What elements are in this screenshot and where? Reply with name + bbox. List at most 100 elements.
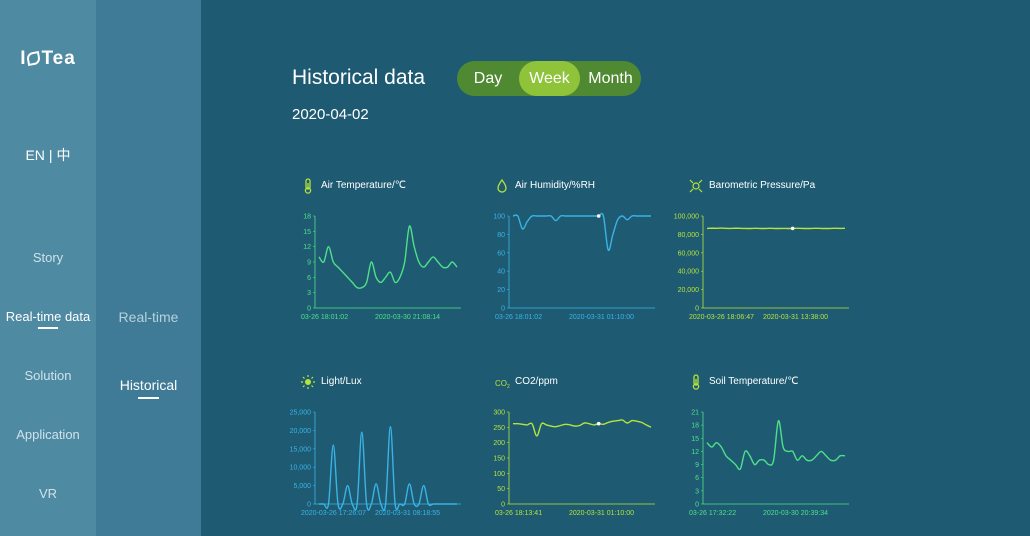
- x-tick-label: 2020-03-31 01:10:00: [569, 510, 634, 517]
- x-tick-label: 03-26 18:13:41: [495, 510, 542, 517]
- range-button-day[interactable]: Day: [473, 70, 503, 87]
- brand-logo[interactable]: I Tea: [0, 48, 96, 70]
- x-tick-label: 03-26 17:32:22: [689, 510, 736, 517]
- x-tick-label: 2020-03-30 21:08:14: [375, 314, 440, 321]
- svg-text:CO: CO: [495, 379, 507, 388]
- thermometer-icon: [692, 374, 700, 390]
- air-temperature-chart: 18 15 12 9 6 3 003-26 18:01:02 2020-03-30 21:08…: [301, 214, 461, 321]
- y-tick-label: 40: [497, 269, 505, 276]
- nav-item-vr[interactable]: VR: [38, 486, 58, 501]
- series-line: [512, 419, 652, 437]
- x-tick-label: 2020-03-26 18:06:47: [689, 314, 754, 321]
- brand-suffix: Tea: [41, 48, 76, 69]
- y-tick-label: 12: [303, 244, 311, 251]
- language-switch: EN | 中: [0, 145, 96, 165]
- highlight-point: [790, 226, 795, 231]
- y-tick-label: 3: [307, 290, 311, 297]
- y-tick-label: 100: [493, 471, 505, 478]
- y-tick-label: 15: [691, 436, 699, 443]
- chart-title: Air Temperature/℃: [321, 180, 406, 191]
- x-tick-label: 2020-03-31 13:38:00: [763, 314, 828, 321]
- y-tick-label: 80: [497, 232, 505, 239]
- light-chart: 25,000 20,000 15,000 10,000 5,000 02020-03-26…: [290, 410, 461, 517]
- y-tick-label: 0: [307, 502, 311, 509]
- nav-item-real-time-data[interactable]: Real-time data: [5, 309, 91, 324]
- chart-title: CO2/ppm: [515, 376, 558, 387]
- nav-item-story[interactable]: Story: [32, 250, 64, 265]
- x-tick-label: 2020-03-30 20:39:34: [763, 510, 828, 517]
- series-line: [706, 420, 846, 471]
- y-tick-label: 15,000: [290, 446, 312, 453]
- subnav-item-historical[interactable]: Historical: [119, 377, 178, 393]
- lang-en[interactable]: EN: [25, 147, 45, 163]
- y-tick-label: 20,000: [678, 287, 700, 294]
- chart-title: Light/Lux: [321, 376, 362, 387]
- y-tick-label: 15: [303, 229, 311, 236]
- co2-icon: CO 2: [495, 379, 510, 390]
- co2-chart: 300 250 200 150 100 50 003-26 18:13:41 2020-03-…: [493, 410, 655, 517]
- y-tick-label: 100: [493, 214, 505, 221]
- main-content: Historical data 2020-04-02 Day Week Mont…: [201, 0, 1030, 536]
- y-tick-label: 80,000: [678, 232, 700, 239]
- y-tick-label: 0: [695, 306, 699, 313]
- y-tick-label: 18: [303, 214, 311, 221]
- chart-card-air-temperature: Air Temperature/℃ 18 15 12 9 6 3 0 03-26 18:01:…: [301, 178, 481, 328]
- lang-separator: |: [48, 147, 53, 163]
- y-tick-label: 9: [307, 260, 311, 267]
- brand-prefix: I: [20, 48, 27, 69]
- y-tick-label: 300: [493, 410, 505, 417]
- y-tick-label: 6: [695, 475, 699, 482]
- range-button-week[interactable]: Week: [519, 61, 580, 96]
- main-sidebar: I Tea EN | 中 Story Real-time data Solution …: [0, 0, 96, 536]
- chart-card-barometric-pressure: Barometric Pressure/Pa 100,000 80,000 60,0…: [674, 178, 869, 328]
- series-line: [512, 212, 651, 252]
- nav-item-solution[interactable]: Solution: [24, 368, 72, 383]
- svg-text:2: 2: [507, 384, 510, 390]
- subnav-item-real-time[interactable]: Real-time: [118, 309, 179, 325]
- chart-title: Soil Temperature/℃: [709, 376, 799, 387]
- range-button-month[interactable]: Month: [588, 70, 633, 87]
- barometric-pressure-chart: 100,00080,00060,00040,00020,00002020-03-…: [674, 214, 849, 321]
- y-tick-label: 12: [691, 449, 699, 456]
- air-humidity-chart: 100 80 60 40 20 003-26 18:01:02 2020-03-31 01:…: [493, 212, 655, 321]
- chart-title: Barometric Pressure/Pa: [709, 180, 816, 191]
- y-tick-label: 40,000: [678, 269, 700, 276]
- x-tick-label: 2020-03-31 08:18:55: [375, 510, 440, 517]
- y-tick-label: 18: [691, 423, 699, 430]
- selected-date[interactable]: 2020-04-02: [292, 106, 369, 123]
- y-tick-label: 0: [307, 306, 311, 313]
- thermometer-icon: [304, 178, 312, 194]
- soil-temperature-chart: 21 18 15 12 9 6 3 003-26 17:32:22 2020-03-30 20:…: [689, 410, 849, 517]
- y-tick-label: 3: [695, 488, 699, 495]
- series-line: [318, 225, 458, 289]
- series-line: [318, 425, 457, 512]
- y-tick-label: 0: [501, 306, 505, 313]
- y-tick-label: 20: [497, 287, 505, 294]
- nav-active-underline: [38, 327, 58, 329]
- y-tick-label: 25,000: [290, 410, 312, 417]
- x-tick-label: 2020-03-31 01:10:00: [569, 314, 634, 321]
- water-drop-icon: [497, 178, 507, 193]
- y-tick-label: 60,000: [678, 250, 700, 257]
- y-tick-label: 100,000: [674, 214, 699, 221]
- highlight-point: [596, 214, 601, 218]
- y-tick-label: 9: [695, 462, 699, 469]
- y-tick-label: 5,000: [293, 483, 311, 490]
- chart-card-light: Light/Lux 25,000 20,000 15,000 10,000 5,000 0…: [290, 374, 481, 524]
- x-tick-label: 03-26 18:01:02: [495, 314, 542, 321]
- y-tick-label: 250: [493, 425, 505, 432]
- subnav-active-underline: [138, 397, 159, 399]
- sun-icon: [301, 375, 315, 389]
- y-tick-label: 6: [307, 275, 311, 282]
- y-tick-label: 10,000: [290, 465, 312, 472]
- lang-zh[interactable]: 中: [56, 147, 71, 163]
- chart-card-co2: CO 2 CO2/ppm 300 250 200 150 100 50 0 03-26 18:1…: [493, 374, 675, 524]
- y-tick-label: 0: [695, 502, 699, 509]
- chart-card-soil-temperature: Soil Temperature/℃ 21 18 15 12 9 6 3 0 03-26 17:…: [689, 374, 869, 524]
- y-tick-label: 150: [493, 456, 505, 463]
- time-range-toggle: Day Week Month: [457, 61, 641, 96]
- chart-title: Air Humidity/%RH: [515, 180, 596, 191]
- chart-card-air-humidity: Air Humidity/%RH 100 80 60 40 20 0 03-26 18:01…: [493, 178, 675, 328]
- highlight-point: [596, 421, 601, 426]
- nav-item-application[interactable]: Application: [16, 427, 80, 442]
